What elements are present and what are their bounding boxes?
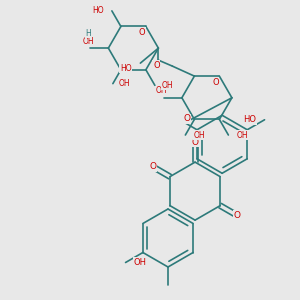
Text: O: O bbox=[153, 61, 160, 70]
Text: H: H bbox=[85, 28, 91, 38]
Text: OH: OH bbox=[156, 86, 168, 95]
Text: OH: OH bbox=[194, 130, 205, 140]
Text: O: O bbox=[149, 162, 156, 171]
Text: HO: HO bbox=[120, 64, 131, 73]
Text: O: O bbox=[183, 114, 190, 123]
Text: OH: OH bbox=[236, 130, 248, 140]
Text: O: O bbox=[212, 78, 219, 87]
Text: OH: OH bbox=[134, 258, 147, 267]
Text: O: O bbox=[234, 211, 241, 220]
Text: O: O bbox=[139, 28, 145, 37]
Text: HO: HO bbox=[244, 115, 256, 124]
Text: HO: HO bbox=[92, 6, 104, 15]
Text: O: O bbox=[192, 138, 199, 147]
Text: OH: OH bbox=[119, 79, 130, 88]
Text: OH: OH bbox=[162, 81, 173, 90]
Text: OH: OH bbox=[82, 37, 94, 46]
